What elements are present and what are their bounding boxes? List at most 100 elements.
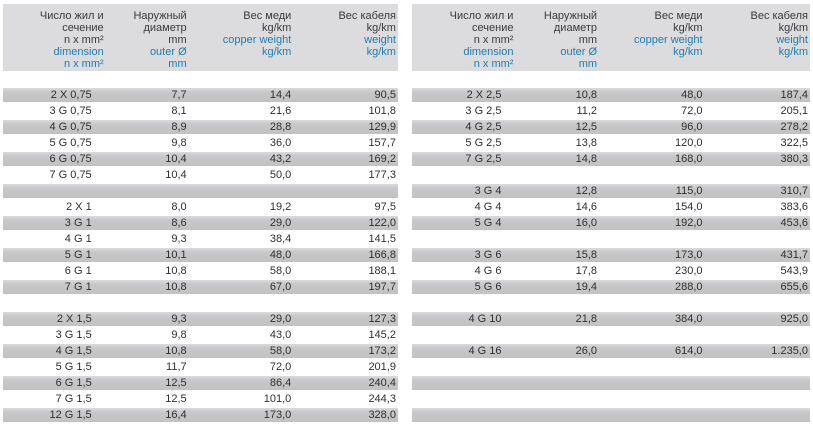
header-label-ru: mm [578, 34, 598, 46]
cell-outer-diameter: 8,9 [171, 121, 187, 133]
header-label-en: mm [168, 58, 187, 70]
cell-dimension: 4 G 0,75 [49, 121, 92, 133]
cell-outer-diameter: 10,4 [165, 169, 187, 181]
spacer-row [412, 328, 810, 344]
table-row: 4 G 0,75 8,9 28,8 129,9 [3, 120, 398, 136]
cable-table-right: Число жил и сечение n x mm² dimension n x mm… [412, 4, 810, 424]
cell-outer-diameter: 8,1 [171, 105, 187, 117]
cell-cable-weight: 157,7 [368, 137, 396, 149]
table-body: 2 X 2,5 10,8 48,0 187,4 3 G 2,5 11,2 72,0 205,1… [412, 88, 810, 424]
header-label-en: outer Ø [149, 46, 187, 58]
header-label-en: weight [364, 34, 396, 46]
header-label-ru: kg/km [673, 22, 703, 34]
cell-outer-diameter: 26,0 [575, 345, 598, 357]
cell-copper-weight [599, 232, 704, 246]
cell-cable-weight: 201,9 [368, 361, 396, 373]
cell-outer-diameter: 16,4 [165, 409, 187, 421]
cell-dimension: 2 X 1 [66, 201, 92, 213]
cell-copper-weight: 115,0 [675, 185, 703, 197]
cell-cable-weight: 177,3 [368, 169, 396, 181]
cell-copper-weight [599, 296, 704, 310]
cell-cable-weight: 543,9 [780, 265, 808, 277]
cell-cable-weight: 453,6 [780, 217, 808, 229]
cell-copper-weight: 50,0 [269, 169, 292, 181]
table-row: 6 G 1,5 12,5 86,4 240,4 [3, 376, 398, 392]
table-header: Число жил и сечение n x mm² dimension n x mm… [3, 4, 398, 71]
cell-dimension: 2 X 2,5 [466, 89, 502, 101]
cell-copper-weight: 86,4 [269, 377, 292, 389]
cell-cable-weight: 169,2 [368, 153, 396, 165]
cell-dimension: 7 G 1,5 [55, 393, 92, 405]
header-label-en: weight [776, 34, 808, 46]
cell-cable-weight: 431,7 [780, 249, 808, 261]
cell-dimension: 4 G 1 [64, 233, 92, 245]
cell-outer-diameter [515, 232, 599, 246]
cell-dimension [412, 232, 515, 246]
spacer-row [3, 296, 398, 312]
cell-copper-weight: 168,0 [674, 153, 703, 165]
cell-outer-diameter: 10,8 [575, 89, 598, 101]
cell-outer-diameter [515, 360, 599, 374]
cell-cable-weight: 166,8 [368, 249, 396, 261]
cell-cable-weight [293, 184, 398, 198]
table-row: 3 G 2,5 11,2 72,0 205,1 [412, 104, 810, 120]
cell-outer-diameter: 9,3 [171, 233, 187, 245]
cell-cable-weight: 655,6 [780, 281, 808, 293]
cell-dimension: 5 G 4 [474, 217, 502, 229]
cell-dimension: 2 X 0,75 [50, 89, 92, 101]
cell-copper-weight: 96,0 [681, 121, 703, 133]
cell-dimension [3, 296, 106, 310]
cell-dimension: 3 G 0,75 [49, 105, 92, 117]
cell-dimension: 5 G 2,5 [465, 137, 502, 149]
header-label-en: n x mm² [473, 58, 514, 70]
cell-dimension: 5 G 6 [474, 281, 502, 293]
table-row: 3 G 1,5 9,8 43,0 145,2 [3, 328, 398, 344]
cell-cable-weight: 1.235,0 [771, 345, 808, 357]
cell-outer-diameter: 12,5 [575, 121, 598, 133]
cell-cable-weight: 205,1 [780, 105, 808, 117]
cell-dimension: 3 G 6 [474, 249, 502, 261]
table-row: 2 X 1,5 9,3 29,0 127,3 [3, 312, 398, 328]
cell-copper-weight: 67,0 [269, 281, 292, 293]
cell-outer-diameter [106, 184, 189, 198]
spacer-row [412, 408, 810, 424]
cell-copper-weight: 192,0 [674, 217, 703, 229]
cell-outer-diameter: 16,0 [575, 217, 598, 229]
cell-cable-weight: 127,3 [368, 313, 396, 325]
header-cell-copper-weight: Вес меди kg/km copper weight kg/km [189, 10, 294, 71]
table-row: 2 X 1 8,0 19,2 97,5 [3, 200, 398, 216]
cell-copper-weight: 120,0 [674, 137, 703, 149]
cell-outer-diameter: 8,0 [171, 201, 187, 213]
cell-dimension [412, 328, 515, 342]
cell-cable-weight: 187,4 [780, 89, 808, 101]
cell-dimension: 7 G 2,5 [465, 153, 502, 165]
cell-outer-diameter: 19,4 [575, 281, 598, 293]
header-label-ru: kg/km [366, 22, 396, 34]
cell-copper-weight: 43,0 [269, 329, 292, 341]
table-row: 5 G 4 16,0 192,0 453,6 [412, 216, 810, 232]
cell-cable-weight: 322,5 [780, 137, 808, 149]
table-row: 7 G 1,5 12,5 101,0 244,3 [3, 392, 398, 408]
cell-outer-diameter: 12,5 [165, 377, 187, 389]
header-cell-copper-weight: Вес меди kg/km copper weight kg/km [599, 10, 704, 71]
cell-dimension: 3 G 1 [64, 217, 92, 229]
cell-outer-diameter: 10,8 [165, 345, 187, 357]
table-row: 6 G 1 10,8 58,0 188,1 [3, 264, 398, 280]
cell-dimension: 7 G 1 [64, 281, 92, 293]
table-row: 5 G 1 10,1 48,0 166,8 [3, 248, 398, 264]
cell-cable-weight: 310,7 [780, 185, 808, 197]
cell-outer-diameter: 9,3 [171, 313, 187, 325]
cell-copper-weight: 614,0 [674, 345, 703, 357]
cell-dimension: 5 G 0,75 [49, 137, 92, 149]
cell-cable-weight [705, 408, 810, 422]
table-row: 4 G 1,5 10,8 58,0 173,2 [3, 344, 398, 360]
table-row: 5 G 2,5 13,8 120,0 322,5 [412, 136, 810, 152]
header-label-ru: Число жил и [39, 10, 104, 22]
cell-outer-diameter: 10,8 [165, 281, 187, 293]
cell-dimension [412, 168, 515, 182]
table-row: 4 G 4 14,6 154,0 383,6 [412, 200, 810, 216]
cell-cable-weight [705, 360, 810, 374]
table-row: 4 G 10 21,8 384,0 925,0 [412, 312, 810, 328]
table-row: 5 G 0,75 9,8 36,0 157,7 [3, 136, 398, 152]
